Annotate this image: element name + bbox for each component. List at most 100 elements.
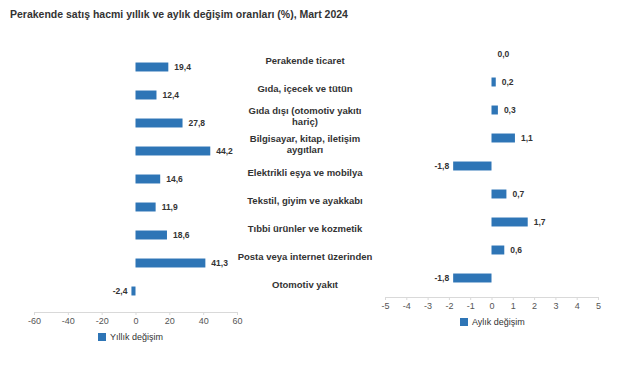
chart-svg: Perakende satış hacmi yıllık ve aylık de… [0,0,641,380]
data-label: -2,4 [113,286,128,296]
data-labels: 0,0 0,2 0,3 1,1 -1,8 0,7 1,7 0,6 -1,8 [435,49,546,283]
bar [491,50,492,59]
bar [453,162,491,171]
tick-mark [492,297,493,300]
category-label: Gıda, içecek ve tütün [257,83,352,94]
axis-line [35,313,238,316]
tick-label: -20 [96,316,109,326]
data-label: -1,8 [435,273,450,283]
bar [492,78,496,87]
data-label: 0,3 [504,105,516,115]
tick-label: 2 [532,301,537,311]
category-label: Gıda dışı (otomotiv yakıtıhariç) [249,105,362,127]
tick-label: -60 [28,316,41,326]
tick: -1 [467,297,475,311]
legend-label: Aylık değişim [472,317,525,327]
tick: 0 [133,312,138,326]
tick-mark [534,297,535,300]
bar [136,203,156,212]
tick: -5 [381,297,389,311]
tick-mark [203,312,204,315]
chart-title: Perakende satış hacmi yıllık ve aylık de… [10,8,348,20]
legend: Yıllık değişim [98,332,163,342]
bar [453,274,491,283]
legend-swatch [98,333,106,341]
data-label: 0,6 [510,245,522,255]
tick-label: -2 [445,301,453,311]
tick-label: 20 [165,316,175,326]
tick: 20 [165,312,175,326]
tick: 2 [532,297,537,311]
bar [492,190,507,199]
data-label: 41,3 [211,258,228,268]
tick-mark [385,297,386,300]
tick: 5 [596,297,601,311]
bar [136,259,206,268]
tick-label: -4 [403,301,411,311]
tick-label: -5 [381,301,389,311]
legend: Aylık değişim [460,317,525,327]
tick-mark [428,297,429,300]
tick-mark [34,312,35,315]
tick-label: -3 [424,301,432,311]
bar [136,231,167,240]
data-label: 1,7 [534,217,546,227]
tick-label: 60 [232,316,242,326]
data-label: 44,2 [216,146,233,156]
data-label: 12,4 [162,90,179,100]
tick-label: -40 [62,316,75,326]
category-labels: Perakende ticaret Gıda, içecek ve tütün Gı… [238,55,373,290]
category-label: Perakende ticaret [265,55,345,66]
plot-area [453,78,528,283]
tick-label: 5 [596,301,601,311]
tick: -40 [62,312,75,326]
tick: 40 [199,312,209,326]
tick-mark [169,312,170,315]
category-label: Tekstil, giyim ve ayakkabı [247,195,362,206]
tick-label: 3 [553,301,558,311]
plot-area [131,63,210,296]
tick-mark [68,312,69,315]
data-label: 11,9 [162,202,178,212]
tick-label: 0 [489,301,494,311]
tick: -60 [28,312,41,326]
category-label: Otomotiv yakıt [272,279,339,290]
bar [492,106,498,115]
chart-container: Perakende satış hacmi yıllık ve aylık de… [0,0,641,380]
x-axis: -60 -40 -20 0 20 40 60 [28,312,243,326]
tick-label: 40 [199,316,209,326]
tick: -3 [424,297,432,311]
category-label: Posta veya internet üzerinden [238,251,373,262]
tick-mark [449,297,450,300]
data-label: 1,1 [521,133,533,143]
bar [136,175,161,184]
tick: -2 [445,297,453,311]
data-label: -1,8 [435,161,450,171]
tick-mark [470,297,471,300]
tick-label: 1 [511,301,516,311]
tick-label: 0 [133,316,138,326]
tick: 60 [232,312,242,326]
tick-mark [513,297,514,300]
tick: 3 [553,297,558,311]
bar [131,287,135,296]
tick-mark [406,297,407,300]
data-label: 27,8 [189,118,206,128]
legend-label: Yıllık değişim [110,332,163,342]
data-labels: 19,412,427,844,214,611,918,641,3-2,4 [113,62,233,296]
x-axis: -5-4-3-2-1012345 [381,297,601,311]
category-label: Bilgisayar, kitap, iletişimaygıtları [250,133,360,155]
category-label: Elektrikli eşya ve mobilya [247,167,363,178]
tick-mark [237,312,238,315]
tick-mark [102,312,103,315]
data-label: 18,6 [173,230,190,240]
bar [136,147,211,156]
data-label: 0,7 [512,189,524,199]
tick: 1 [511,297,516,311]
category-label: Tıbbi ürünler ve kozmetik [248,223,363,234]
data-label: 0,0 [498,49,510,59]
bar [492,246,505,255]
data-label: 0,2 [502,77,514,87]
bar [136,119,183,128]
bar [492,218,528,227]
